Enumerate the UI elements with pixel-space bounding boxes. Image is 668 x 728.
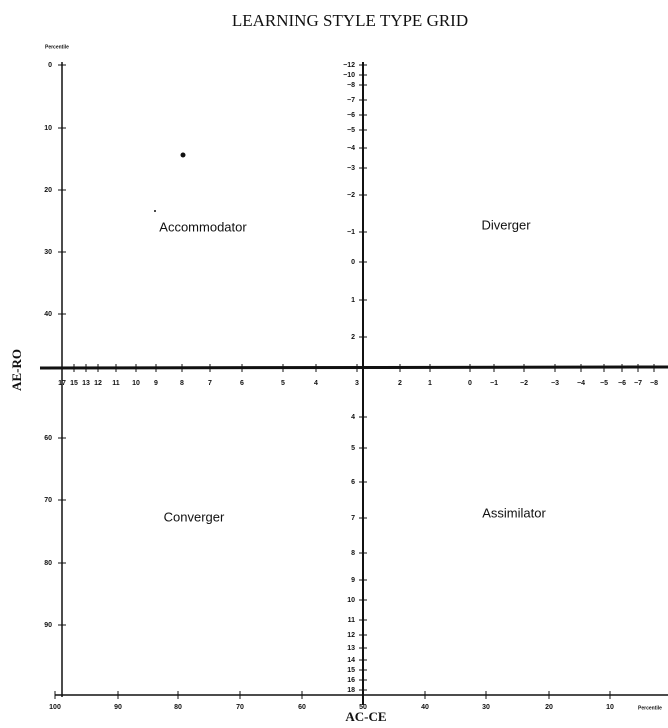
tick-label: 10 xyxy=(347,597,355,604)
tick-label: 50 xyxy=(359,704,367,711)
tick-label: 10 xyxy=(132,380,140,387)
tick-label: −10 xyxy=(343,72,355,79)
tick-label: −8 xyxy=(650,380,658,387)
tick-label: 7 xyxy=(208,380,212,387)
tick-label: −3 xyxy=(347,165,355,172)
tick-label: 90 xyxy=(114,704,122,711)
tick-label: 13 xyxy=(347,645,355,652)
tick-label: 30 xyxy=(482,704,490,711)
tick-label: 70 xyxy=(236,704,244,711)
quadrant-label: Diverger xyxy=(481,217,531,232)
tick-label: 12 xyxy=(94,380,102,387)
axes xyxy=(39,62,668,705)
percentile-label: Percentile xyxy=(45,44,69,50)
dot xyxy=(154,210,156,212)
tick-label: −3 xyxy=(551,380,559,387)
tick-label: −5 xyxy=(600,380,608,387)
tick-label: 14 xyxy=(347,657,355,664)
x-axis-label: AC-CE xyxy=(345,709,386,724)
tick-label: 40 xyxy=(421,704,429,711)
tick-label: 80 xyxy=(174,704,182,711)
quadrant-label: Assimilator xyxy=(482,505,546,520)
tick-label: 70 xyxy=(44,497,52,504)
tick-label: 90 xyxy=(44,622,52,629)
tick-label: −6 xyxy=(347,112,355,119)
tick-label: 17 xyxy=(58,380,66,387)
tick-label: 18 xyxy=(347,687,355,694)
tick-label: −7 xyxy=(347,97,355,104)
tick-label: −2 xyxy=(520,380,528,387)
tick-label: −1 xyxy=(490,380,498,387)
tick-label: −1 xyxy=(347,229,355,236)
tick-label: 3 xyxy=(355,380,359,387)
tick-label: 8 xyxy=(180,380,184,387)
tick-label: 60 xyxy=(44,435,52,442)
tick-label: −2 xyxy=(347,192,355,199)
tick-label: 11 xyxy=(348,617,356,624)
dot xyxy=(180,152,186,158)
quadrant-label: Converger xyxy=(164,509,225,524)
tick-label: 13 xyxy=(82,380,90,387)
tick-label: −12 xyxy=(343,62,355,69)
tick-label: 6 xyxy=(240,380,244,387)
tick-label: −4 xyxy=(577,380,585,387)
tick-label: 10 xyxy=(44,125,52,132)
tick-label: −4 xyxy=(347,145,355,152)
tick-label: 6 xyxy=(351,479,355,486)
tick-label: 15 xyxy=(70,380,78,387)
tick-label: 20 xyxy=(545,704,553,711)
center-horizontal-axis xyxy=(39,365,668,370)
tick-label: −5 xyxy=(347,127,355,134)
quadrant-label: Accommodator xyxy=(159,219,247,234)
tick-label: 11 xyxy=(112,380,120,387)
tick-label: 10 xyxy=(606,704,614,711)
tick-label: 1 xyxy=(428,380,432,387)
tick-label: 40 xyxy=(44,311,52,318)
tick-label: 12 xyxy=(347,632,355,639)
tick-label: −6 xyxy=(618,380,626,387)
tick-label: 9 xyxy=(154,380,158,387)
tick-label: 15 xyxy=(347,667,355,674)
tick-label: −7 xyxy=(634,380,642,387)
tick-label: 4 xyxy=(314,380,318,387)
tick-label: 0 xyxy=(48,62,52,69)
y-axis-label: AE-RO xyxy=(9,349,24,391)
tick-label: 9 xyxy=(351,577,355,584)
tick-label: 100 xyxy=(49,704,61,711)
tick-label: 5 xyxy=(281,380,285,387)
tick-label: 0 xyxy=(468,380,472,387)
tick-label: 16 xyxy=(347,677,355,684)
title: LEARNING STYLE TYPE GRID xyxy=(232,11,468,30)
tick-label: 4 xyxy=(351,414,355,421)
tick-label: 8 xyxy=(351,550,355,557)
tick-label: 1 xyxy=(351,297,355,304)
tick-label: 7 xyxy=(351,515,355,522)
tick-label: 60 xyxy=(298,704,306,711)
tick-label: −8 xyxy=(347,82,355,89)
percentile-label: Percentile xyxy=(638,705,662,711)
tick-label: 5 xyxy=(351,445,355,452)
tick-label: 80 xyxy=(44,560,52,567)
tick-label: 2 xyxy=(351,334,355,341)
tick-label: 30 xyxy=(44,249,52,256)
tick-label: 2 xyxy=(398,380,402,387)
tick-label: 0 xyxy=(351,259,355,266)
tick-label: 20 xyxy=(44,187,52,194)
